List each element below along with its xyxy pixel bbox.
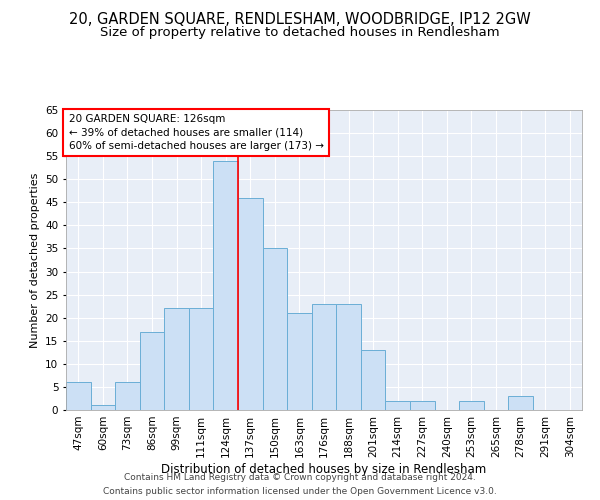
Bar	[164, 308, 189, 410]
Bar	[385, 401, 410, 410]
Bar	[508, 396, 533, 410]
Bar	[66, 382, 91, 410]
Bar	[263, 248, 287, 410]
Text: Contains HM Land Registry data © Crown copyright and database right 2024.: Contains HM Land Registry data © Crown c…	[124, 473, 476, 482]
Bar	[189, 308, 214, 410]
Bar	[287, 313, 312, 410]
Text: 20, GARDEN SQUARE, RENDLESHAM, WOODBRIDGE, IP12 2GW: 20, GARDEN SQUARE, RENDLESHAM, WOODBRIDG…	[69, 12, 531, 28]
Bar	[238, 198, 263, 410]
Text: Size of property relative to detached houses in Rendlesham: Size of property relative to detached ho…	[100, 26, 500, 39]
Bar	[115, 382, 140, 410]
Bar	[140, 332, 164, 410]
Y-axis label: Number of detached properties: Number of detached properties	[29, 172, 40, 348]
Text: 20 GARDEN SQUARE: 126sqm
← 39% of detached houses are smaller (114)
60% of semi-: 20 GARDEN SQUARE: 126sqm ← 39% of detach…	[68, 114, 323, 151]
Bar	[410, 401, 434, 410]
Bar	[459, 401, 484, 410]
Bar	[336, 304, 361, 410]
Bar	[214, 161, 238, 410]
Bar	[312, 304, 336, 410]
Bar	[91, 406, 115, 410]
Bar	[361, 350, 385, 410]
Text: Contains public sector information licensed under the Open Government Licence v3: Contains public sector information licen…	[103, 486, 497, 496]
X-axis label: Distribution of detached houses by size in Rendlesham: Distribution of detached houses by size …	[161, 462, 487, 475]
